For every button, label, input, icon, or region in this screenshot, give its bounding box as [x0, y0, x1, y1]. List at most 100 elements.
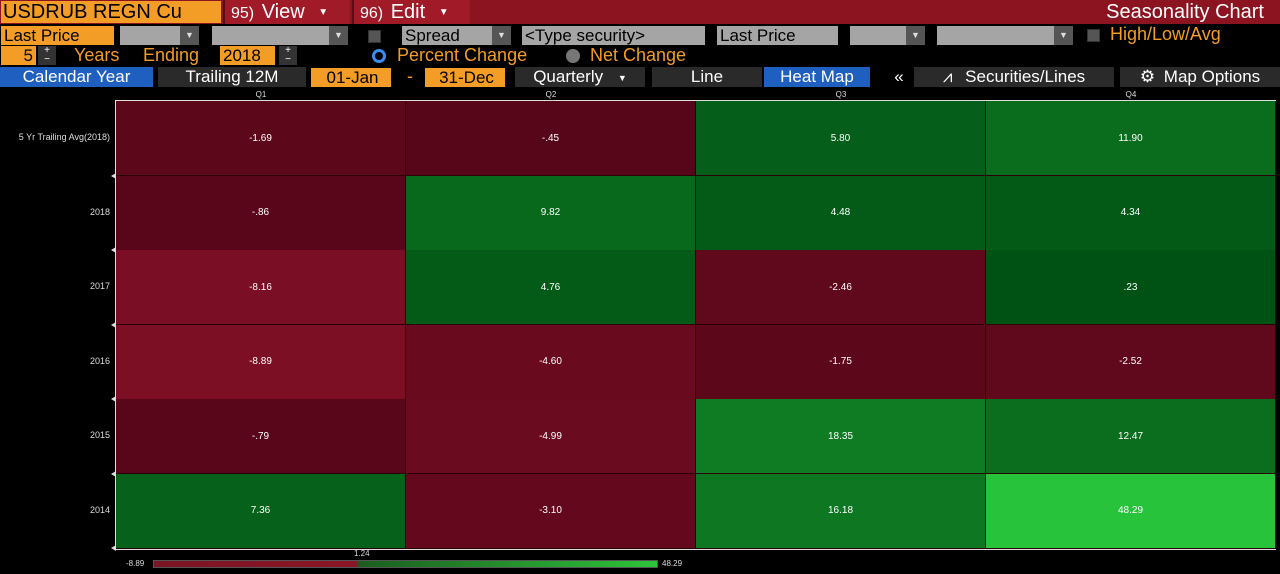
row-tick — [111, 396, 116, 402]
view-menu-button[interactable]: 95) View ▼ — [223, 0, 350, 24]
chevron-down-icon[interactable]: ▼ — [1054, 26, 1073, 45]
row-tick — [111, 321, 116, 328]
heatmap-cell[interactable]: 11.90 — [986, 101, 1276, 176]
heatmap-cell[interactable]: -4.99 — [406, 399, 696, 474]
chevron-down-icon[interactable]: ▼ — [906, 26, 925, 45]
spread-checkbox[interactable] — [368, 30, 381, 43]
view-menu-label: View — [261, 1, 305, 23]
period-dropdown[interactable]: Quarterly ▼ — [515, 67, 645, 87]
field-select-2[interactable] — [120, 26, 180, 45]
chevron-down-icon: ▼ — [318, 6, 329, 18]
ending-label: Ending — [143, 45, 200, 65]
map-options-label: Map Options — [1163, 67, 1261, 86]
field-select-3[interactable] — [212, 26, 329, 45]
years-label: Years — [74, 45, 120, 65]
chevron-down-icon[interactable]: ▼ — [329, 26, 348, 45]
ending-year-field[interactable]: 2018 — [220, 46, 275, 65]
heatmap-top-axis — [115, 100, 1276, 101]
heatmap-cell[interactable]: -2.46 — [696, 250, 986, 325]
row-label: 2016 — [89, 355, 110, 366]
heatmap-cell[interactable]: 9.82 — [406, 175, 696, 251]
security-ticker-field[interactable]: USDRUB REGN Cu — [1, 1, 221, 23]
edit-menu-label: Edit — [390, 1, 426, 23]
column-header: Q3 — [835, 90, 847, 99]
legend-mid-value: 1.24 — [354, 549, 370, 558]
high-low-avg-checkbox[interactable] — [1087, 29, 1100, 42]
net-change-radio[interactable] — [566, 49, 580, 63]
start-date-field[interactable]: 01-Jan — [311, 68, 391, 87]
tab-trailing-12m[interactable]: Trailing 12M — [158, 67, 306, 87]
heatmap-cell[interactable]: 7.36 — [116, 473, 406, 549]
securities-lines-button[interactable]: ⩘ Securities/Lines — [914, 67, 1114, 87]
heatmap-cell[interactable]: -1.69 — [116, 101, 406, 176]
heatmap-cell[interactable]: -8.16 — [116, 250, 406, 325]
collapse-button[interactable]: « — [886, 67, 912, 87]
row-tick — [111, 172, 116, 179]
price-field-select[interactable]: Last Price — [1, 26, 114, 45]
ending-year-stepper[interactable]: + − — [279, 46, 297, 65]
field-settings-row: Last Price ▼ ▼ Spread ▼ <Type security> … — [0, 24, 1280, 45]
heatmap-cell[interactable]: .23 — [986, 250, 1276, 325]
chevron-down-icon: ▼ — [438, 6, 449, 18]
securities-lines-label: Securities/Lines — [965, 67, 1086, 86]
years-count-field[interactable]: 5 — [1, 46, 36, 65]
row-label: 2015 — [89, 430, 110, 441]
heatmap-cell[interactable]: -.86 — [116, 175, 406, 251]
heatmap-cell[interactable]: 4.34 — [986, 175, 1276, 251]
heatmap-cell[interactable]: 4.76 — [406, 250, 696, 325]
percent-change-label: Percent Change — [397, 45, 528, 65]
chevron-down-icon[interactable]: ▼ — [180, 26, 199, 45]
heatmap-cell[interactable]: -.45 — [406, 101, 696, 176]
date-range-dash: - — [407, 66, 413, 86]
heatmap-cell[interactable]: -3.10 — [406, 473, 696, 549]
heatmap-cell[interactable]: -.79 — [116, 399, 406, 474]
row-tick — [111, 470, 116, 477]
type-security-input[interactable]: <Type security> — [522, 26, 705, 45]
percent-change-radio[interactable] — [372, 49, 386, 63]
field-select-4[interactable] — [850, 26, 906, 45]
legend-min-value: -8.89 — [126, 559, 145, 568]
tab-calendar-year[interactable]: Calendar Year — [0, 67, 153, 87]
heatmap-cell[interactable]: 48.29 — [986, 473, 1276, 549]
years-stepper[interactable]: + − — [38, 46, 56, 65]
high-low-avg-label: High/Low/Avg — [1110, 24, 1221, 44]
edit-menu-button[interactable]: 96) Edit ▼ — [352, 0, 470, 24]
period-dropdown-label: Quarterly — [533, 67, 604, 86]
view-tabs-row: Calendar Year Trailing 12M 01-Jan - 31-D… — [0, 66, 1280, 88]
heatmap-cell[interactable]: -1.75 — [696, 324, 986, 400]
row-label: 2014 — [89, 504, 110, 515]
view-menu-number: 95) — [231, 5, 255, 22]
legend-max-value: 48.29 — [662, 559, 683, 568]
net-change-label: Net Change — [590, 45, 687, 65]
heatmap-cell[interactable]: -4.60 — [406, 324, 696, 400]
tab-heat-map[interactable]: Heat Map — [764, 67, 870, 87]
second-price-field[interactable]: Last Price — [717, 26, 838, 45]
field-select-5[interactable] — [937, 26, 1054, 45]
map-options-button[interactable]: ⚙ Map Options — [1120, 67, 1280, 87]
heatmap-cell[interactable]: 4.48 — [696, 175, 986, 251]
heatmap-bottom-axis — [115, 549, 1276, 550]
heatmap-cell[interactable]: 18.35 — [696, 399, 986, 474]
gear-icon: ⚙ — [1139, 67, 1156, 86]
chevron-down-icon: ▼ — [617, 72, 627, 83]
spread-select[interactable]: Spread — [402, 26, 492, 45]
column-header: Q4 — [1125, 90, 1137, 99]
page-title: Seasonality Chart — [1106, 1, 1264, 23]
chevron-down-icon[interactable]: ▼ — [492, 26, 511, 45]
years-settings-row: 5 + − Years Ending 2018 + − Percent Change… — [0, 45, 1280, 66]
tab-line[interactable]: Line — [652, 67, 762, 87]
row-label: 5 Yr Trailing Avg(2018) — [18, 132, 110, 143]
legend-color-scale — [153, 560, 658, 568]
top-toolbar: USDRUB REGN Cu 95) View ▼ 96) Edit ▼ Sea… — [0, 0, 1280, 24]
heatmap-cell[interactable]: -2.52 — [986, 324, 1276, 400]
heatmap-cell[interactable]: 16.18 — [696, 473, 986, 549]
column-header: Q2 — [545, 90, 557, 99]
heatmap-cell[interactable]: 12.47 — [986, 399, 1276, 474]
heatmap-cell[interactable]: -8.89 — [116, 324, 406, 400]
row-tick — [111, 545, 116, 551]
end-date-field[interactable]: 31-Dec — [425, 68, 505, 87]
edit-menu-number: 96) — [360, 5, 384, 22]
heatmap-cell[interactable]: 5.80 — [696, 101, 986, 176]
chart-lines-icon: ⩘ — [942, 67, 953, 86]
column-header: Q1 — [255, 90, 267, 99]
